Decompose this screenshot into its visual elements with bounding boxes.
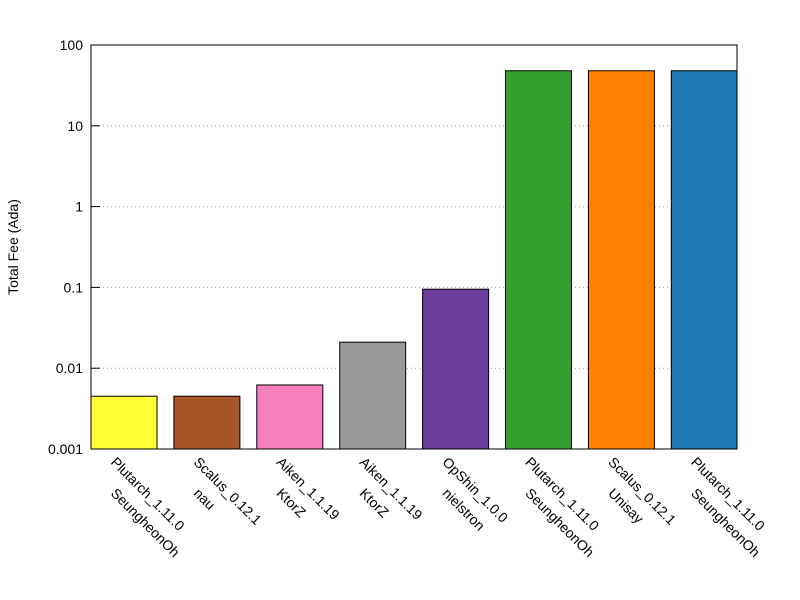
y-axis-label: Total Fee (Ada) [5,199,21,295]
bar [339,341,407,450]
bar [587,70,655,450]
bar [505,70,572,450]
y-tick-label: 0.001 [48,441,83,457]
bar [90,395,158,450]
y-tick-label: 10 [67,118,83,134]
y-tick-label: 0.1 [64,279,84,295]
y-tick-label: 1 [75,199,83,215]
x-tick-label-line: nau [191,485,219,513]
bar [670,70,738,450]
bar [422,288,490,450]
bar [256,384,324,450]
plot-border [90,44,738,450]
y-tick-label: 0.01 [56,360,83,376]
y-tick-label: 100 [60,37,84,53]
bar [173,395,241,450]
